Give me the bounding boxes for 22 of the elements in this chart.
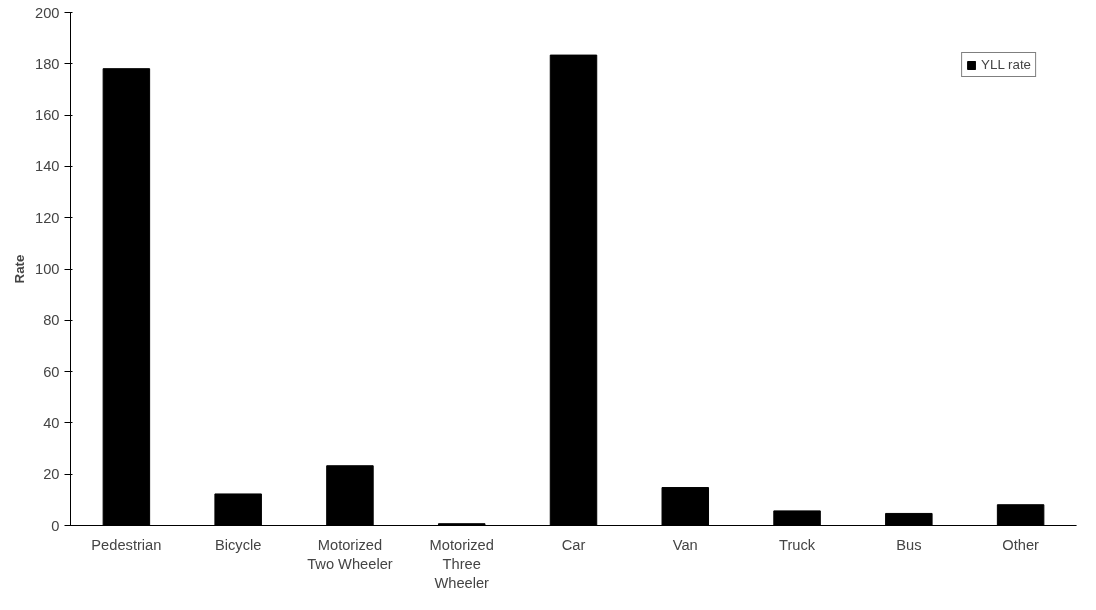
y-tick-label: 140 <box>35 158 60 175</box>
x-tick-label: Car <box>561 536 586 553</box>
x-tick-label: Van <box>672 536 698 553</box>
y-tick-label: 180 <box>35 55 60 72</box>
x-tick-label: Motorized Three Wheeler <box>429 536 494 591</box>
x-tick-label: Bicycle <box>214 536 262 553</box>
x-tick-label: Motorized Two Wheeler <box>307 536 393 572</box>
y-tick-label: 80 <box>43 312 60 329</box>
y-axis-title: Rate <box>12 254 28 284</box>
x-tick-label: Pedestrian <box>91 536 162 553</box>
y-tick-label: 0 <box>51 517 60 534</box>
y-tick-label: 160 <box>35 107 60 124</box>
y-tick-label: 60 <box>43 363 60 380</box>
y-tick-label: 100 <box>35 261 60 277</box>
y-tick-label: 200 <box>35 4 60 21</box>
x-tick-label: Other <box>1002 536 1040 553</box>
y-tick-label: 120 <box>35 209 60 226</box>
y-tick-label: 40 <box>43 414 60 431</box>
y-tick-label: 20 <box>43 466 60 483</box>
x-tick-label: Truck <box>779 536 816 553</box>
legend-label: YLL rate <box>981 57 1031 72</box>
x-tick-label: Bus <box>896 536 922 553</box>
